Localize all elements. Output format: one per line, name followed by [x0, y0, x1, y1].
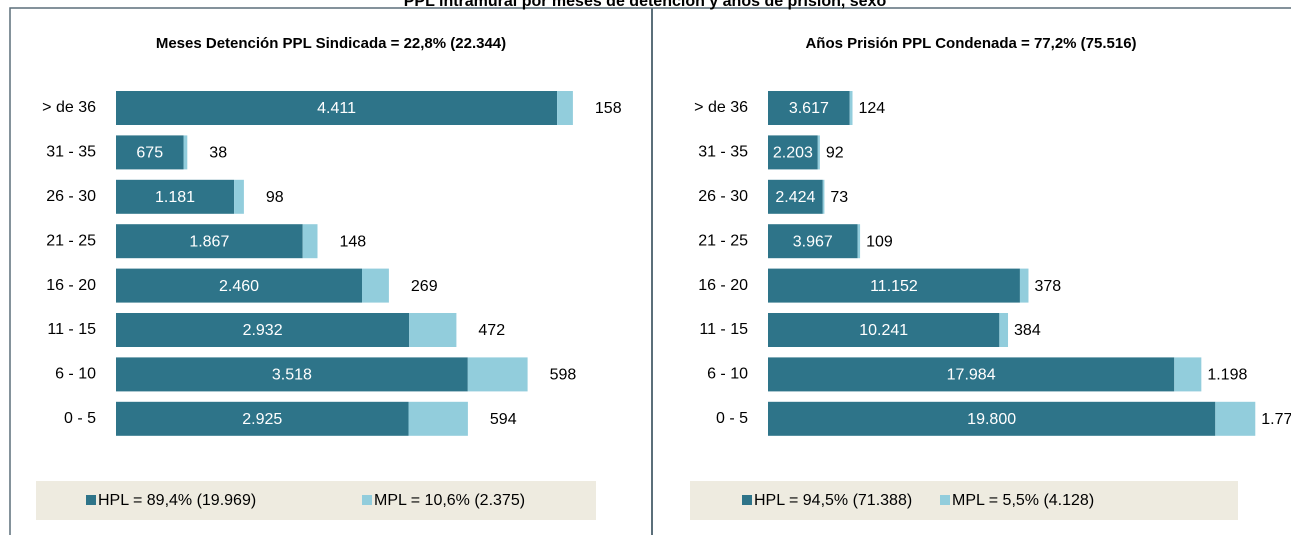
bar-segment	[768, 135, 818, 170]
chart-title: Años Prisión PPL Condenada = 77,2% (75.5…	[805, 35, 1136, 52]
category-label: 16 - 20	[698, 277, 748, 294]
value-label: 269	[411, 278, 438, 295]
bar-segment	[116, 313, 410, 347]
value-label: 3.967	[793, 233, 833, 250]
value-label: 38	[209, 145, 227, 162]
bar-segment	[1019, 268, 1029, 303]
bar-segment	[116, 135, 184, 170]
value-label: 11.152	[870, 278, 918, 295]
value-label: 17.984	[947, 367, 996, 384]
bar-segment	[768, 179, 823, 214]
bar-segment	[768, 91, 850, 125]
value-label: 2.424	[775, 189, 815, 206]
value-label: 378	[1034, 278, 1061, 295]
value-label: 109	[866, 233, 893, 250]
category-label: > de 36	[694, 99, 748, 116]
legend-label: MPL = 10,6% (2.375)	[374, 492, 525, 509]
legend-swatch	[742, 495, 752, 505]
frame	[9, 7, 1291, 535]
bar-segment	[116, 224, 303, 259]
value-label: 1.770	[1261, 411, 1291, 428]
category-label: 0 - 5	[716, 410, 748, 427]
value-label: 19.800	[967, 411, 1016, 428]
legend-box	[690, 481, 1238, 520]
value-label: 148	[340, 233, 367, 250]
value-label: 10.241	[859, 322, 908, 339]
legend-swatch	[940, 495, 950, 505]
legend-swatch	[86, 495, 96, 505]
category-label: 21 - 25	[46, 232, 96, 249]
legend-box	[36, 481, 596, 520]
bar-segment	[768, 313, 1000, 347]
page-title: PPL intramural por meses de detención y …	[404, 0, 887, 10]
bar-segment	[116, 91, 558, 125]
category-label: 31 - 35	[46, 144, 96, 161]
value-label: 1.181	[155, 189, 195, 206]
legend-label: MPL = 5,5% (4.128)	[952, 492, 1094, 509]
value-label: 124	[859, 100, 886, 117]
bar-segment	[822, 179, 825, 214]
bar-segment	[408, 401, 468, 436]
bar-segment	[768, 224, 858, 259]
bar-segment	[817, 135, 820, 170]
value-label: 98	[266, 189, 284, 206]
bar-segment	[1174, 357, 1202, 392]
bar-segment	[116, 179, 235, 214]
category-label: 26 - 30	[698, 188, 748, 205]
bar-segment	[234, 179, 244, 214]
value-label: 92	[826, 145, 844, 162]
value-label: 158	[595, 100, 622, 117]
bar-segment	[302, 224, 318, 259]
value-label: 598	[550, 367, 577, 384]
category-label: 16 - 20	[46, 277, 96, 294]
bar-segment	[768, 401, 1216, 436]
category-label: 6 - 10	[707, 366, 748, 383]
value-label: 4.411	[317, 100, 356, 117]
bar-segment	[857, 224, 861, 259]
bar-segment	[116, 268, 362, 303]
legend-label: HPL = 89,4% (19.969)	[98, 492, 256, 509]
bar-segment	[409, 313, 457, 347]
category-label: 6 - 10	[55, 366, 96, 383]
category-label: 26 - 30	[46, 188, 96, 205]
value-label: 594	[490, 411, 517, 428]
bar-segment	[1215, 401, 1256, 436]
category-label: 11 - 15	[699, 321, 748, 338]
value-label: 73	[830, 189, 848, 206]
legend-label: HPL = 94,5% (71.388)	[754, 492, 912, 509]
category-label: 11 - 15	[47, 321, 96, 338]
value-label: 472	[478, 322, 505, 339]
category-label: 31 - 35	[698, 144, 748, 161]
bar-segment	[768, 268, 1020, 303]
value-label: 1.198	[1207, 367, 1247, 384]
value-label: 3.518	[272, 367, 312, 384]
bar-segment	[183, 135, 188, 170]
bar-segment	[467, 357, 528, 392]
bar-segment	[116, 357, 468, 392]
value-label: 384	[1014, 322, 1041, 339]
value-label: 2.460	[219, 278, 259, 295]
value-label: 1.867	[189, 233, 229, 250]
bar-segment	[999, 313, 1009, 347]
category-label: > de 36	[42, 99, 96, 116]
bar-segment	[362, 268, 389, 303]
chart-title: Meses Detención PPL Sindicada = 22,8% (2…	[156, 35, 506, 52]
value-label: 3.617	[789, 100, 829, 117]
value-label: 675	[136, 145, 163, 162]
category-label: 21 - 25	[698, 232, 748, 249]
legend-swatch	[362, 495, 372, 505]
value-label: 2.925	[242, 411, 282, 428]
category-label: 0 - 5	[64, 410, 96, 427]
bar-segment	[116, 401, 409, 436]
bar-segment	[849, 91, 853, 125]
value-label: 2.203	[773, 145, 813, 162]
bar-segment	[557, 91, 573, 125]
bar-segment	[768, 357, 1175, 392]
value-label: 2.932	[243, 322, 283, 339]
